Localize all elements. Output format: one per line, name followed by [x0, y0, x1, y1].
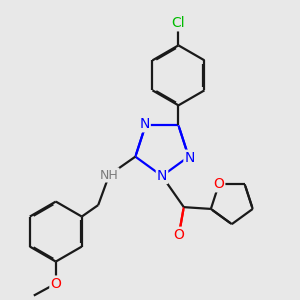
- Text: N: N: [184, 151, 195, 165]
- Text: NH: NH: [100, 169, 118, 182]
- Text: O: O: [173, 228, 184, 242]
- Text: O: O: [213, 177, 224, 191]
- Text: N: N: [157, 169, 167, 183]
- Text: Cl: Cl: [172, 16, 185, 30]
- Text: N: N: [140, 117, 150, 131]
- Text: O: O: [50, 277, 61, 291]
